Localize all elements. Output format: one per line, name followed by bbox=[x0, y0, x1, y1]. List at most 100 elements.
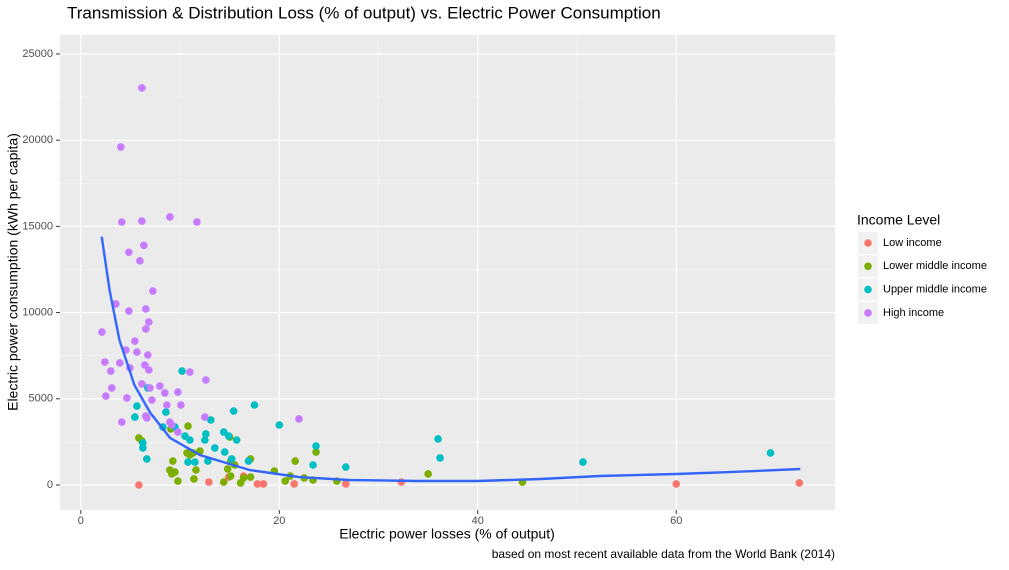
data-point bbox=[227, 455, 236, 463]
data-point bbox=[202, 376, 210, 384]
y-tick-label: 0 bbox=[47, 479, 53, 491]
data-point bbox=[192, 466, 200, 474]
caption: based on most recent available data from… bbox=[492, 547, 835, 561]
data-point bbox=[148, 396, 156, 404]
data-point bbox=[295, 415, 303, 423]
data-point bbox=[136, 257, 144, 265]
data-point bbox=[259, 480, 268, 488]
data-point bbox=[166, 213, 174, 221]
data-point bbox=[207, 416, 215, 424]
x-tick-label: 20 bbox=[273, 515, 285, 527]
legend-title: Income Level bbox=[857, 212, 940, 228]
data-point bbox=[125, 307, 133, 315]
data-point bbox=[169, 457, 177, 465]
data-point bbox=[102, 392, 110, 400]
data-point bbox=[107, 384, 116, 392]
data-point bbox=[101, 358, 109, 366]
data-point bbox=[144, 351, 152, 359]
data-point bbox=[135, 481, 143, 489]
data-point bbox=[112, 300, 120, 308]
data-point bbox=[424, 470, 432, 478]
data-point bbox=[766, 449, 775, 457]
data-point bbox=[174, 388, 182, 396]
legend-label: Low income bbox=[883, 237, 942, 249]
data-point bbox=[118, 218, 126, 226]
data-point bbox=[125, 248, 133, 257]
data-point bbox=[211, 444, 219, 452]
trend-line bbox=[100, 236, 801, 483]
plot-panel bbox=[60, 35, 835, 510]
data-point bbox=[290, 480, 298, 488]
data-point bbox=[341, 463, 350, 471]
data-point bbox=[98, 328, 106, 336]
data-point bbox=[229, 407, 238, 415]
legend-marker bbox=[864, 285, 872, 294]
data-point bbox=[795, 479, 804, 487]
data-point bbox=[107, 367, 115, 375]
data-point bbox=[186, 436, 194, 444]
data-point bbox=[143, 455, 151, 463]
data-point bbox=[232, 436, 241, 444]
data-point bbox=[178, 367, 186, 375]
data-point bbox=[123, 394, 131, 402]
y-tick-label: 5000 bbox=[29, 393, 53, 405]
data-point bbox=[138, 217, 146, 225]
data-point bbox=[223, 465, 232, 473]
data-point bbox=[397, 478, 406, 486]
data-point bbox=[281, 477, 290, 485]
data-point bbox=[224, 432, 233, 440]
data-point bbox=[145, 366, 153, 374]
y-axis-label: Electric power consumption (kWh per capi… bbox=[5, 133, 21, 411]
data-point bbox=[161, 389, 169, 397]
data-point bbox=[184, 458, 192, 466]
data-point bbox=[177, 401, 185, 409]
data-point bbox=[193, 218, 201, 226]
data-point bbox=[166, 466, 174, 474]
data-point bbox=[131, 413, 139, 421]
data-point bbox=[156, 382, 164, 390]
data-point bbox=[162, 408, 170, 416]
data-point bbox=[138, 380, 146, 388]
data-point bbox=[190, 475, 198, 483]
data-point bbox=[253, 480, 262, 488]
data-point bbox=[191, 458, 199, 466]
chart-title: Transmission & Distribution Loss (% of o… bbox=[67, 3, 661, 22]
data-point bbox=[250, 401, 259, 409]
data-point bbox=[174, 477, 182, 485]
data-point bbox=[186, 368, 194, 376]
data-point bbox=[131, 337, 139, 345]
data-point bbox=[201, 436, 209, 444]
data-point bbox=[434, 435, 442, 443]
legend-marker bbox=[864, 262, 872, 271]
data-point bbox=[312, 442, 320, 450]
data-point bbox=[142, 325, 150, 333]
x-tick-label: 40 bbox=[472, 515, 484, 527]
data-point bbox=[143, 414, 151, 422]
data-point bbox=[220, 448, 229, 456]
data-point bbox=[145, 318, 153, 326]
y-tick-label: 25000 bbox=[22, 48, 53, 60]
y-tick-label: 20000 bbox=[22, 134, 53, 146]
y-tick-label: 10000 bbox=[22, 306, 53, 318]
data-point bbox=[149, 287, 157, 295]
data-point bbox=[226, 472, 235, 480]
x-tick-label: 0 bbox=[78, 515, 84, 527]
data-point bbox=[133, 348, 141, 356]
legend-marker bbox=[864, 309, 872, 317]
data-point bbox=[312, 448, 320, 456]
data-point bbox=[139, 444, 147, 452]
data-point bbox=[168, 421, 176, 429]
data-point bbox=[133, 402, 141, 410]
data-point bbox=[275, 421, 284, 429]
data-point bbox=[140, 241, 148, 250]
data-point bbox=[341, 480, 350, 488]
data-point bbox=[436, 454, 444, 462]
data-point bbox=[118, 418, 126, 426]
data-point bbox=[202, 430, 210, 438]
y-tick-label: 15000 bbox=[22, 220, 53, 232]
data-point bbox=[246, 473, 255, 481]
data-point bbox=[138, 84, 146, 92]
data-point bbox=[291, 457, 299, 465]
data-point bbox=[146, 384, 154, 392]
